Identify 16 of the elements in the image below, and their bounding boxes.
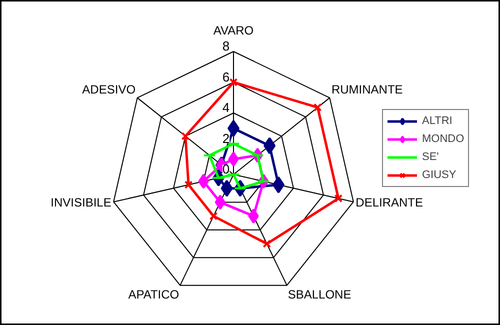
- spoke-label: SBALLONE: [288, 287, 352, 302]
- y-tick-label: 6: [222, 69, 230, 84]
- spoke-label: AVARO: [213, 24, 254, 38]
- y-tick-label: 8: [222, 38, 230, 54]
- spoke-label: ADESIVO: [82, 82, 136, 96]
- spoke-label: RUMINANTE: [331, 82, 403, 96]
- spoke-label: DELIRANTE: [356, 195, 424, 210]
- legend-label: MONDO: [422, 132, 464, 146]
- y-tick-label: 4: [222, 100, 230, 116]
- y-tick-label: 0: [222, 162, 230, 177]
- y-tick-label: 2: [222, 130, 230, 146]
- spoke-label: INVISIBILE: [50, 195, 112, 210]
- legend-label: GIUSY: [422, 168, 456, 182]
- spoke-label: APATICO: [128, 287, 180, 302]
- legend-label: SE': [422, 150, 440, 164]
- legend-label: ALTRI: [422, 114, 452, 128]
